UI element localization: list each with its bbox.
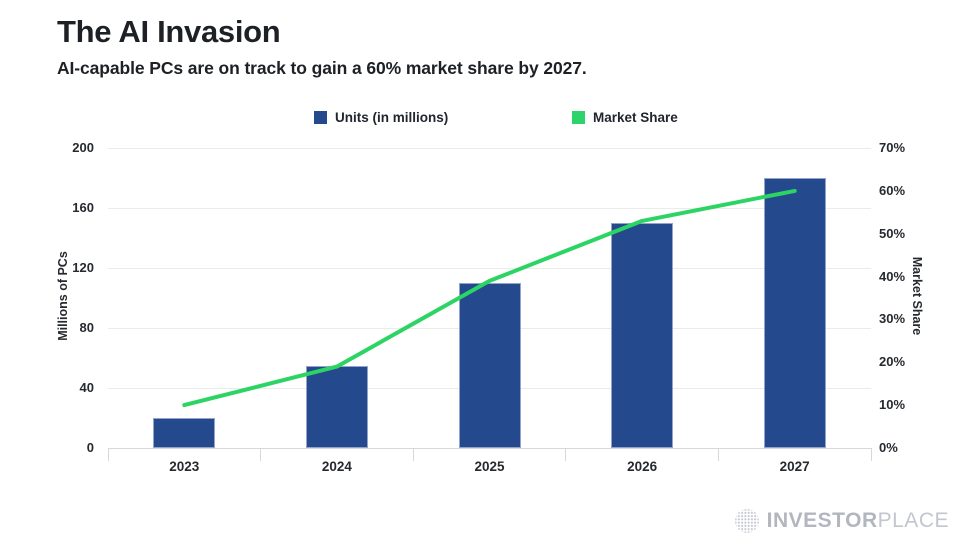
gridline-160 bbox=[108, 208, 871, 209]
chart-title: The AI Invasion bbox=[57, 14, 281, 49]
left-axis-tick-40: 40 bbox=[79, 380, 94, 395]
market-share-line-layer bbox=[182, 188, 797, 408]
left-axis-tick-120: 120 bbox=[72, 260, 94, 275]
right-axis-tick-60%: 60% bbox=[879, 182, 906, 198]
market-share-legend-label: Market Share bbox=[593, 110, 678, 125]
gridline-120 bbox=[108, 268, 871, 269]
right-axis-tick-40%: 40% bbox=[879, 268, 906, 284]
bar-2024 bbox=[305, 365, 368, 448]
x-axis-label-2027: 2027 bbox=[779, 459, 810, 474]
brand-wordmark: INVESTORPLACE bbox=[767, 508, 949, 534]
right-axis-tick-50%: 50% bbox=[879, 225, 906, 241]
plot-area bbox=[108, 148, 871, 448]
brand-logo: INVESTORPLACE bbox=[734, 508, 949, 534]
right-axis-tick-30%: 30% bbox=[879, 311, 906, 327]
x-axis-tick-4 bbox=[717, 448, 719, 461]
x-axis-label-2023: 2023 bbox=[169, 459, 200, 474]
x-axis-tick-5 bbox=[870, 448, 872, 461]
left-axis-tick-80: 80 bbox=[79, 320, 94, 335]
units-series-swatch bbox=[314, 111, 327, 124]
bar-2025 bbox=[458, 283, 521, 448]
market-share-line bbox=[182, 188, 797, 408]
right-axis-tick-20%: 20% bbox=[879, 354, 906, 370]
globe-icon bbox=[734, 509, 759, 533]
gridline-200 bbox=[108, 148, 871, 149]
chart-subtitle: AI-capable PCs are on track to gain a 60… bbox=[57, 58, 587, 78]
market-share-series-swatch bbox=[572, 111, 585, 124]
x-axis-label-2025: 2025 bbox=[474, 459, 505, 474]
legend-item-units: Units (in millions) bbox=[314, 110, 448, 125]
bar-2027 bbox=[763, 178, 826, 448]
left-axis-tick-160: 160 bbox=[72, 200, 94, 215]
left-axis-tick-200: 200 bbox=[72, 140, 94, 155]
bar-2026 bbox=[611, 223, 674, 448]
right-axis-tick-0%: 0% bbox=[879, 440, 898, 455]
bar-2023 bbox=[153, 418, 216, 448]
units-legend-label: Units (in millions) bbox=[335, 110, 449, 125]
left-axis-title: Millions of PCs bbox=[56, 251, 70, 341]
right-axis-tick-10%: 10% bbox=[879, 397, 906, 413]
x-axis-tick-1 bbox=[260, 448, 262, 461]
right-axis-tick-70%: 70% bbox=[879, 140, 906, 155]
legend-item-market-share: Market Share bbox=[572, 110, 678, 125]
x-axis-label-2026: 2026 bbox=[627, 459, 658, 474]
x-axis-line bbox=[108, 448, 871, 449]
x-axis-tick-2 bbox=[412, 448, 414, 461]
x-axis-tick-3 bbox=[565, 448, 567, 461]
brand-investor-text: INVESTOR bbox=[766, 509, 878, 532]
x-axis-label-2024: 2024 bbox=[321, 459, 352, 474]
left-axis-tick-0: 0 bbox=[86, 440, 94, 455]
brand-place-text: PLACE bbox=[877, 509, 949, 532]
x-axis-tick-0 bbox=[107, 448, 109, 461]
